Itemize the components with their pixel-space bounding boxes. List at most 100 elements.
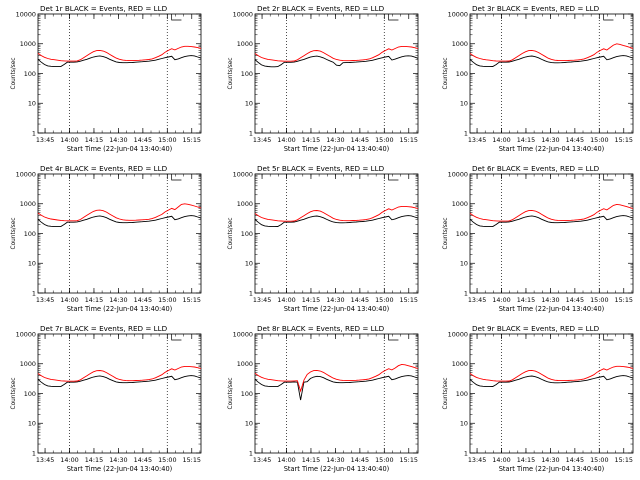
- panel-title: Det 1r BLACK = Events, RED = LLD: [40, 4, 168, 13]
- x-tick-label: 14:15: [517, 136, 535, 144]
- y-tick-label: 10000: [448, 170, 468, 178]
- x-tick-label: 14:45: [566, 456, 584, 464]
- y-axis-label: Counts/sec: [228, 218, 234, 250]
- x-tick-label: 15:15: [400, 456, 418, 464]
- y-tick-label: 1: [249, 449, 253, 457]
- plot-frame: [469, 13, 634, 134]
- panel-5: Det 5r BLACK = Events, RED = LLD 1 10 100 10…: [228, 164, 419, 313]
- y-tick-label: 10: [28, 100, 36, 108]
- panel-9: Det 9r BLACK = Events, RED = LLD 1 10 100 10…: [443, 324, 634, 473]
- x-tick-label: 14:15: [85, 456, 103, 464]
- x-tick-label: 13:45: [36, 456, 54, 464]
- plot-frame: [37, 13, 202, 134]
- interval-bracket: [171, 334, 182, 341]
- plot-frame: [37, 333, 202, 454]
- x-tick-label: 13:45: [253, 136, 271, 144]
- x-tick-label: 14:00: [492, 296, 510, 304]
- y-tick-label: 100: [241, 230, 253, 238]
- panel-2: Det 2r BLACK = Events, RED = LLD 1 10 100 10…: [228, 4, 419, 153]
- x-tick-label: 14:15: [517, 456, 535, 464]
- panel-title: Det 4r BLACK = Events, RED = LLD: [40, 164, 168, 173]
- x-tick-label: 14:00: [492, 136, 510, 144]
- y-tick-label: 1000: [237, 360, 253, 368]
- x-tick-label: 14:45: [134, 136, 152, 144]
- lld-series-line: [37, 45, 202, 62]
- y-tick-label: 10000: [16, 10, 36, 18]
- x-tick-label: 14:00: [277, 136, 295, 144]
- interval-bracket: [171, 174, 182, 181]
- x-tick-label: 14:00: [60, 296, 78, 304]
- x-tick-label: 15:00: [158, 456, 176, 464]
- interval-bracket: [171, 14, 182, 21]
- y-axis-label: Counts/sec: [228, 378, 234, 410]
- y-tick-label: 10: [460, 420, 468, 428]
- y-tick-label: 10000: [16, 170, 36, 178]
- y-tick-label: 10: [245, 100, 253, 108]
- plot-frame: [254, 13, 419, 134]
- y-tick-label: 10: [245, 260, 253, 268]
- plot-frame: [254, 173, 419, 294]
- x-tick-label: 14:00: [277, 456, 295, 464]
- y-tick-label: 1000: [20, 360, 36, 368]
- x-tick-label: 13:45: [36, 136, 54, 144]
- x-tick-label: 14:00: [60, 456, 78, 464]
- panel-title: Det 7r BLACK = Events, RED = LLD: [40, 324, 168, 333]
- plot-frame: [254, 333, 419, 454]
- y-tick-label: 10000: [448, 330, 468, 338]
- interval-bracket: [388, 14, 399, 21]
- x-axis-label: Start Time (22-Jun-04 13:40:40): [499, 465, 605, 473]
- panel-1: Det 1r BLACK = Events, RED = LLD 1 10 100 10…: [11, 4, 202, 153]
- y-tick-label: 100: [241, 390, 253, 398]
- x-tick-label: 15:15: [615, 296, 633, 304]
- x-axis-label: Start Time (22-Jun-04 13:40:40): [284, 465, 390, 473]
- x-tick-label: 15:00: [375, 296, 393, 304]
- x-tick-label: 15:15: [183, 456, 201, 464]
- y-tick-label: 1000: [452, 40, 468, 48]
- x-tick-label: 14:30: [109, 296, 127, 304]
- x-tick-label: 14:00: [492, 456, 510, 464]
- x-axis-label: Start Time (22-Jun-04 13:40:40): [499, 145, 605, 153]
- panel-title: Det 8r BLACK = Events, RED = LLD: [257, 324, 385, 333]
- x-axis-label: Start Time (22-Jun-04 13:40:40): [284, 305, 390, 313]
- interval-bracket: [603, 14, 614, 21]
- interval-bracket: [603, 174, 614, 181]
- y-tick-label: 1000: [452, 360, 468, 368]
- x-tick-label: 14:15: [302, 136, 320, 144]
- y-axis-label: Counts/sec: [443, 378, 449, 410]
- plot-frame: [37, 173, 202, 294]
- y-tick-label: 10000: [233, 170, 253, 178]
- y-tick-label: 100: [456, 70, 468, 78]
- x-tick-label: 14:30: [541, 456, 559, 464]
- x-tick-label: 14:45: [134, 296, 152, 304]
- panel-4: Det 4r BLACK = Events, RED = LLD 1 10 100 10…: [11, 164, 202, 313]
- events-series-line: [469, 375, 634, 388]
- y-axis-label: Counts/sec: [11, 378, 17, 410]
- y-tick-label: 1000: [237, 200, 253, 208]
- lld-series-line: [254, 363, 419, 393]
- y-tick-label: 100: [24, 230, 36, 238]
- x-tick-label: 14:15: [85, 296, 103, 304]
- x-tick-label: 15:15: [615, 136, 633, 144]
- x-tick-label: 14:15: [302, 296, 320, 304]
- y-tick-label: 10000: [448, 10, 468, 18]
- x-tick-label: 15:00: [590, 456, 608, 464]
- y-tick-label: 100: [456, 390, 468, 398]
- panel-title: Det 2r BLACK = Events, RED = LLD: [257, 4, 385, 13]
- y-tick-label: 10000: [233, 10, 253, 18]
- lld-series-line: [37, 365, 202, 382]
- x-tick-label: 14:00: [60, 136, 78, 144]
- x-tick-label: 14:15: [85, 136, 103, 144]
- x-axis-label: Start Time (22-Jun-04 13:40:40): [284, 145, 390, 153]
- x-tick-label: 13:45: [253, 456, 271, 464]
- x-axis-label: Start Time (22-Jun-04 13:40:40): [67, 465, 173, 473]
- x-tick-label: 15:00: [158, 136, 176, 144]
- y-tick-label: 1000: [452, 200, 468, 208]
- y-tick-label: 100: [24, 390, 36, 398]
- x-tick-label: 15:00: [590, 296, 608, 304]
- y-tick-label: 1: [32, 449, 36, 457]
- x-tick-label: 15:15: [183, 296, 201, 304]
- y-tick-label: 10000: [16, 330, 36, 338]
- x-tick-label: 13:45: [468, 136, 486, 144]
- x-tick-label: 14:30: [326, 456, 344, 464]
